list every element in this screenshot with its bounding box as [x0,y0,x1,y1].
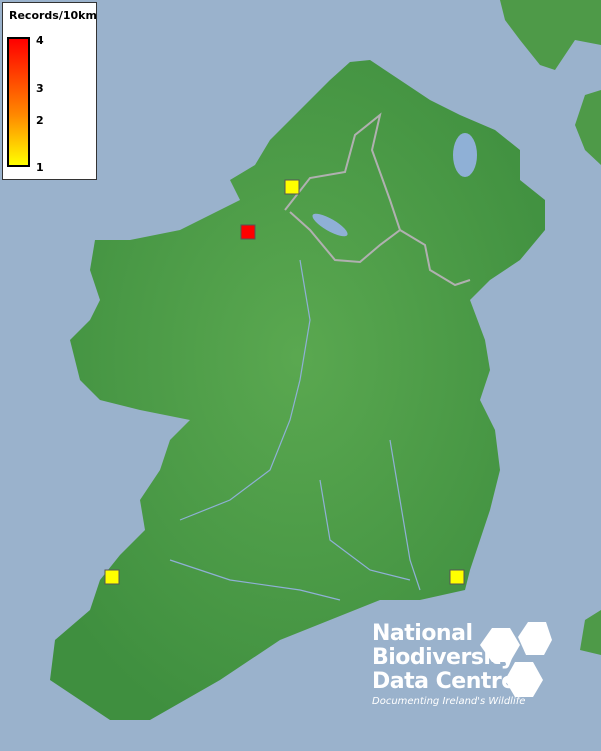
border-line-east [399,229,471,287]
river-suir [319,479,411,581]
legend-label-3: 3 [36,82,44,95]
legend-label-4: 4 [36,34,44,47]
legend-label-2: 2 [36,114,44,127]
river-barrow [389,439,421,591]
record-square[interactable] [104,569,120,585]
border-line [284,112,402,264]
logo-line-3: Data Centre [372,669,516,694]
scotland-island [575,90,601,165]
record-square[interactable] [240,224,256,240]
record-square[interactable] [284,179,300,195]
lough-erne [312,213,348,237]
river-blackwater [169,559,341,601]
legend: Records/10km 4 3 2 1 [2,2,97,180]
logo-line-1: National [372,621,473,646]
legend-color-ramp [7,37,30,167]
nbdc-logo: National Biodiversity Data Centre Docume… [372,621,526,708]
nbdc-logo-icon [480,622,552,697]
record-square[interactable] [449,569,465,585]
logo-tagline: Documenting Ireland's Wildlife [372,696,526,707]
river-shannon [179,259,311,521]
logo-line-2: Biodiversity [372,645,515,670]
legend-title: Records/10km [9,9,97,22]
wales-landmass [580,610,601,655]
scotland-landmass [500,0,601,70]
legend-label-1: 1 [36,161,44,174]
lough-neagh [453,133,477,177]
